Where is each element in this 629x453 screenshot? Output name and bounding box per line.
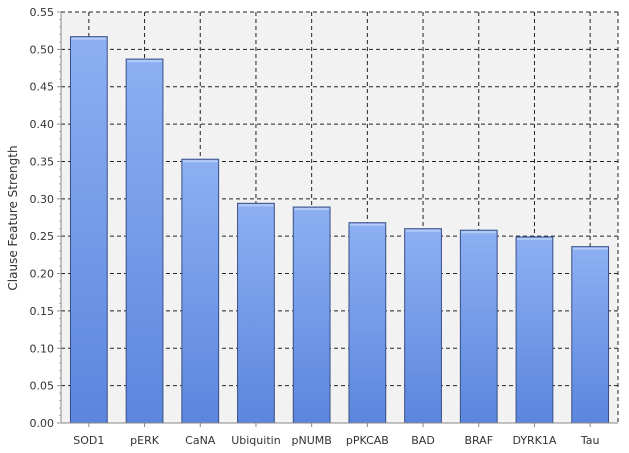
x-tick-label: pNUMB	[291, 434, 331, 447]
y-tick-label: 0.05	[30, 380, 55, 393]
x-tick-label: BRAF	[464, 434, 493, 447]
y-axis-title: Clause Feature Strength	[6, 145, 20, 290]
y-tick-label: 0.15	[30, 305, 55, 318]
bar-dyrk1a	[515, 236, 554, 424]
y-tick-label: 0.50	[30, 43, 55, 56]
x-tick-label: pPKCAB	[346, 434, 389, 447]
x-tick-label: Tau	[580, 434, 600, 447]
bar-highlight	[517, 237, 552, 240]
bar-perk	[125, 58, 164, 424]
bar-bad	[404, 228, 442, 424]
y-tick-label: 0.00	[30, 417, 55, 430]
bar-cana	[181, 158, 220, 424]
bar-highlight	[238, 204, 274, 207]
bar-sod1	[69, 36, 108, 424]
x-tick-label: CaNA	[185, 434, 216, 447]
x-tick-label: Ubiquitin	[231, 434, 280, 447]
x-tick-labels: SOD1 pERK CaNA Ubiquitin pNUMB pPKCAB BAD BRAF D…	[73, 434, 599, 447]
x-tick-label: SOD1	[73, 434, 104, 447]
y-tick-labels: 0.00 0.05 0.10 0.15 0.20 0.25 0.30 0.35 0.40 0.45…	[30, 6, 55, 430]
y-tick-label: 0.45	[30, 81, 55, 94]
bar-highlight	[461, 231, 497, 234]
bar-highlight	[71, 37, 107, 40]
bar-pnumb	[292, 206, 331, 424]
bar-highlight	[294, 208, 330, 211]
y-tick-label: 0.25	[30, 230, 55, 243]
y-tick-label: 0.10	[30, 342, 55, 355]
axes	[57, 11, 618, 427]
bar-ubiquitin	[237, 202, 275, 424]
bar-highlight	[127, 60, 162, 63]
x-tick-label: DYRK1A	[512, 434, 556, 447]
bar-tau	[571, 246, 610, 424]
y-tick-label: 0.40	[30, 118, 55, 131]
bar-highlight	[572, 247, 608, 250]
y-tick-label: 0.35	[30, 155, 55, 168]
y-tick-label: 0.55	[30, 6, 55, 19]
bar-highlight	[349, 223, 385, 226]
x-tick-label: BAD	[411, 434, 435, 447]
bar-braf	[459, 229, 498, 424]
x-tick-label: pERK	[130, 434, 160, 447]
bar-highlight	[405, 229, 441, 232]
bar-ppkcab	[348, 222, 387, 424]
y-tick-label: 0.20	[30, 268, 55, 281]
y-tick-label: 0.30	[30, 193, 55, 206]
bar-highlight	[182, 160, 218, 163]
